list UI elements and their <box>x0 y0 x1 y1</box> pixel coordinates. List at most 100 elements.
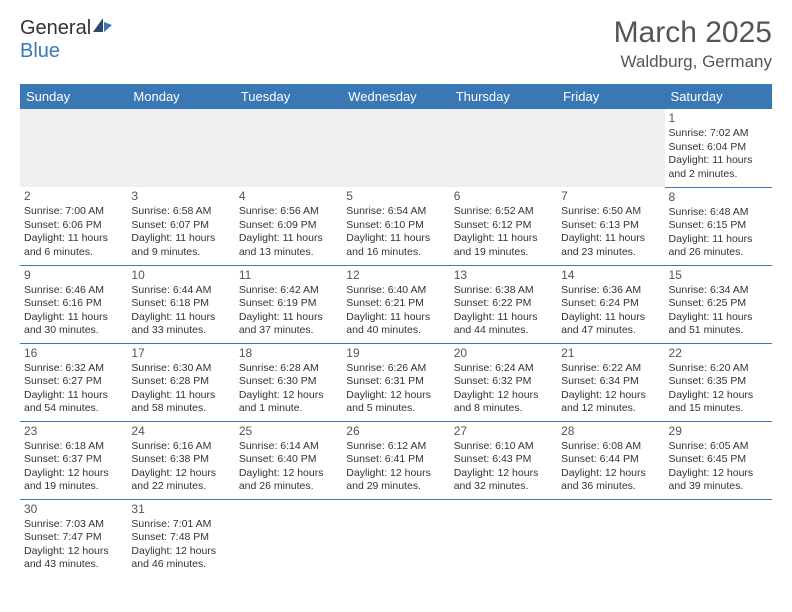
sunset-label: Sunset: 6:12 PM <box>454 219 553 232</box>
day-number: 6 <box>454 189 553 204</box>
day-number: 26 <box>346 424 445 439</box>
daylight-label: Daylight: 12 hours and 12 minutes. <box>561 389 660 416</box>
sunrise-label: Sunrise: 7:02 AM <box>669 127 768 140</box>
calendar-week: 30Sunrise: 7:03 AMSunset: 7:47 PMDayligh… <box>20 499 772 577</box>
daylight-label: Daylight: 11 hours and 37 minutes. <box>239 311 338 338</box>
calendar-cell: 30Sunrise: 7:03 AMSunset: 7:47 PMDayligh… <box>20 499 127 577</box>
calendar-cell: 22Sunrise: 6:20 AMSunset: 6:35 PMDayligh… <box>665 343 772 421</box>
sunrise-label: Sunrise: 6:56 AM <box>239 205 338 218</box>
calendar-cell: 10Sunrise: 6:44 AMSunset: 6:18 PMDayligh… <box>127 265 234 343</box>
day-number: 21 <box>561 346 660 361</box>
day-number: 10 <box>131 268 230 283</box>
sunrise-label: Sunrise: 6:42 AM <box>239 284 338 297</box>
sunrise-label: Sunrise: 6:14 AM <box>239 440 338 453</box>
header: GeneralBlue March 2025 Waldburg, Germany <box>20 16 772 72</box>
calendar-cell: 14Sunrise: 6:36 AMSunset: 6:24 PMDayligh… <box>557 265 664 343</box>
calendar-cell: 13Sunrise: 6:38 AMSunset: 6:22 PMDayligh… <box>450 265 557 343</box>
day-number: 24 <box>131 424 230 439</box>
day-header-row: Sunday Monday Tuesday Wednesday Thursday… <box>20 84 772 109</box>
sunset-label: Sunset: 6:41 PM <box>346 453 445 466</box>
calendar-week: 2Sunrise: 7:00 AMSunset: 6:06 PMDaylight… <box>20 187 772 265</box>
daylight-label: Daylight: 11 hours and 44 minutes. <box>454 311 553 338</box>
sunrise-label: Sunrise: 6:40 AM <box>346 284 445 297</box>
sunset-label: Sunset: 6:31 PM <box>346 375 445 388</box>
day-number: 17 <box>131 346 230 361</box>
sunrise-label: Sunrise: 6:05 AM <box>669 440 768 453</box>
title-block: March 2025 Waldburg, Germany <box>614 16 772 72</box>
day-number: 20 <box>454 346 553 361</box>
calendar-cell <box>557 499 664 577</box>
location-label: Waldburg, Germany <box>614 52 772 72</box>
day-number: 4 <box>239 189 338 204</box>
daylight-label: Daylight: 11 hours and 30 minutes. <box>24 311 123 338</box>
sunrise-label: Sunrise: 6:34 AM <box>669 284 768 297</box>
day-number: 3 <box>131 189 230 204</box>
sunrise-label: Sunrise: 7:01 AM <box>131 518 230 531</box>
day-number: 30 <box>24 502 123 517</box>
calendar-cell: 26Sunrise: 6:12 AMSunset: 6:41 PMDayligh… <box>342 421 449 499</box>
sunrise-label: Sunrise: 6:18 AM <box>24 440 123 453</box>
calendar-cell: 23Sunrise: 6:18 AMSunset: 6:37 PMDayligh… <box>20 421 127 499</box>
col-thu: Thursday <box>450 84 557 109</box>
calendar-cell: 18Sunrise: 6:28 AMSunset: 6:30 PMDayligh… <box>235 343 342 421</box>
sunset-label: Sunset: 6:24 PM <box>561 297 660 310</box>
day-number: 27 <box>454 424 553 439</box>
daylight-label: Daylight: 11 hours and 23 minutes. <box>561 232 660 259</box>
col-fri: Friday <box>557 84 664 109</box>
calendar-cell: 12Sunrise: 6:40 AMSunset: 6:21 PMDayligh… <box>342 265 449 343</box>
sunrise-label: Sunrise: 6:38 AM <box>454 284 553 297</box>
day-number: 14 <box>561 268 660 283</box>
daylight-label: Daylight: 11 hours and 13 minutes. <box>239 232 338 259</box>
calendar-cell: 11Sunrise: 6:42 AMSunset: 6:19 PMDayligh… <box>235 265 342 343</box>
sunrise-label: Sunrise: 6:58 AM <box>131 205 230 218</box>
calendar-body: 1Sunrise: 7:02 AMSunset: 6:04 PMDaylight… <box>20 109 772 577</box>
calendar-cell: 15Sunrise: 6:34 AMSunset: 6:25 PMDayligh… <box>665 265 772 343</box>
calendar-cell: 17Sunrise: 6:30 AMSunset: 6:28 PMDayligh… <box>127 343 234 421</box>
calendar-cell <box>20 109 127 187</box>
sunset-label: Sunset: 6:15 PM <box>669 219 768 232</box>
daylight-label: Daylight: 12 hours and 39 minutes. <box>669 467 768 494</box>
daylight-label: Daylight: 11 hours and 16 minutes. <box>346 232 445 259</box>
calendar-cell <box>665 499 772 577</box>
sunrise-label: Sunrise: 6:52 AM <box>454 205 553 218</box>
sunrise-label: Sunrise: 6:44 AM <box>131 284 230 297</box>
calendar-cell: 28Sunrise: 6:08 AMSunset: 6:44 PMDayligh… <box>557 421 664 499</box>
day-number: 9 <box>24 268 123 283</box>
calendar-cell: 21Sunrise: 6:22 AMSunset: 6:34 PMDayligh… <box>557 343 664 421</box>
logo-word1: General <box>20 17 91 39</box>
sunrise-label: Sunrise: 6:12 AM <box>346 440 445 453</box>
col-sun: Sunday <box>20 84 127 109</box>
daylight-label: Daylight: 12 hours and 22 minutes. <box>131 467 230 494</box>
sunset-label: Sunset: 6:32 PM <box>454 375 553 388</box>
sunrise-label: Sunrise: 6:16 AM <box>131 440 230 453</box>
daylight-label: Daylight: 11 hours and 6 minutes. <box>24 232 123 259</box>
logo-word2: Blue <box>20 40 60 62</box>
day-number: 23 <box>24 424 123 439</box>
calendar-cell: 1Sunrise: 7:02 AMSunset: 6:04 PMDaylight… <box>665 109 772 187</box>
day-number: 19 <box>346 346 445 361</box>
daylight-label: Daylight: 12 hours and 26 minutes. <box>239 467 338 494</box>
calendar-cell: 19Sunrise: 6:26 AMSunset: 6:31 PMDayligh… <box>342 343 449 421</box>
sunrise-label: Sunrise: 6:26 AM <box>346 362 445 375</box>
sunset-label: Sunset: 6:37 PM <box>24 453 123 466</box>
sunset-label: Sunset: 6:38 PM <box>131 453 230 466</box>
day-number: 11 <box>239 268 338 283</box>
daylight-label: Daylight: 11 hours and 2 minutes. <box>669 154 768 181</box>
daylight-label: Daylight: 11 hours and 51 minutes. <box>669 311 768 338</box>
sunset-label: Sunset: 7:47 PM <box>24 531 123 544</box>
sunrise-label: Sunrise: 6:24 AM <box>454 362 553 375</box>
calendar-cell <box>450 499 557 577</box>
sunset-label: Sunset: 6:07 PM <box>131 219 230 232</box>
sunset-label: Sunset: 6:28 PM <box>131 375 230 388</box>
daylight-label: Daylight: 12 hours and 29 minutes. <box>346 467 445 494</box>
calendar-table: Sunday Monday Tuesday Wednesday Thursday… <box>20 84 772 577</box>
sunrise-label: Sunrise: 6:36 AM <box>561 284 660 297</box>
calendar-cell: 6Sunrise: 6:52 AMSunset: 6:12 PMDaylight… <box>450 187 557 265</box>
calendar-cell <box>342 109 449 187</box>
sunset-label: Sunset: 6:21 PM <box>346 297 445 310</box>
sunset-label: Sunset: 6:27 PM <box>24 375 123 388</box>
calendar-cell <box>127 109 234 187</box>
calendar-cell: 20Sunrise: 6:24 AMSunset: 6:32 PMDayligh… <box>450 343 557 421</box>
sunset-label: Sunset: 6:34 PM <box>561 375 660 388</box>
sunrise-label: Sunrise: 6:30 AM <box>131 362 230 375</box>
